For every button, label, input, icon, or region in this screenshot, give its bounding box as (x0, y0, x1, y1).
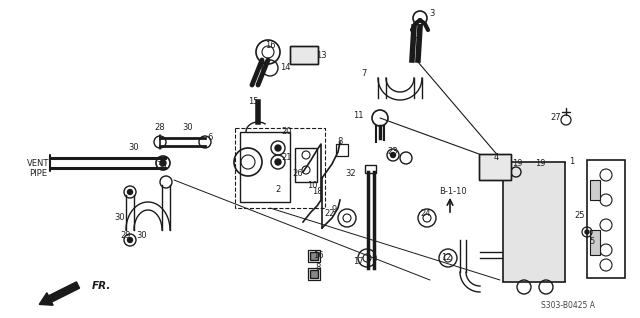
Circle shape (160, 160, 166, 166)
Text: 16: 16 (265, 42, 275, 51)
Text: 25: 25 (575, 211, 585, 220)
Text: 23: 23 (388, 148, 398, 156)
Text: 30: 30 (182, 123, 193, 133)
Bar (479, 154, 511, 180)
Text: 20: 20 (282, 128, 292, 136)
Text: 28: 28 (155, 123, 165, 133)
Bar (308, 250, 320, 262)
Text: 31: 31 (410, 38, 420, 46)
Bar (503, 162, 565, 282)
Bar (479, 154, 511, 180)
Text: 1: 1 (570, 157, 575, 167)
Bar (310, 270, 318, 278)
Bar (308, 268, 320, 280)
Bar (240, 132, 290, 202)
Bar (235, 128, 325, 208)
Text: 14: 14 (280, 64, 291, 73)
Circle shape (275, 159, 281, 165)
Text: 8: 8 (316, 264, 321, 273)
Text: S303-B0425 A: S303-B0425 A (541, 301, 595, 310)
Text: 30: 30 (115, 213, 125, 223)
Text: B-1-10: B-1-10 (439, 188, 467, 197)
Text: 5: 5 (589, 238, 595, 246)
Text: 13: 13 (316, 52, 326, 60)
Text: 18: 18 (312, 188, 323, 197)
Text: 30: 30 (157, 162, 167, 170)
Text: 19: 19 (512, 160, 522, 169)
Text: 30: 30 (137, 232, 147, 240)
FancyArrow shape (39, 282, 79, 305)
Text: 19: 19 (535, 160, 545, 169)
Text: 6: 6 (207, 134, 212, 142)
Bar (310, 252, 318, 260)
Bar (590, 180, 600, 200)
Text: VENT: VENT (27, 160, 49, 169)
Text: 30: 30 (129, 143, 140, 153)
Text: 29: 29 (121, 232, 131, 240)
Text: 17: 17 (353, 258, 364, 266)
Text: 3: 3 (429, 10, 435, 18)
Text: 8: 8 (337, 137, 342, 147)
Bar (365, 165, 376, 173)
Text: 24: 24 (420, 210, 431, 218)
Bar (290, 46, 318, 64)
Bar (295, 148, 317, 182)
Text: 32: 32 (346, 169, 356, 178)
Text: 22: 22 (324, 210, 335, 218)
Text: 15: 15 (248, 98, 259, 107)
Circle shape (585, 230, 589, 234)
Bar (336, 144, 348, 156)
Text: 11: 11 (353, 112, 364, 121)
Text: 27: 27 (550, 114, 561, 122)
Bar (290, 46, 318, 64)
Circle shape (127, 238, 132, 243)
Text: PIPE: PIPE (29, 169, 47, 178)
Circle shape (275, 145, 281, 151)
Text: 21: 21 (282, 154, 292, 162)
Text: 4: 4 (493, 154, 499, 162)
Text: FR.: FR. (92, 281, 111, 291)
Circle shape (127, 190, 132, 195)
Text: 16: 16 (313, 252, 323, 260)
Text: 7: 7 (362, 70, 367, 79)
Text: 10: 10 (307, 182, 317, 190)
Text: 9: 9 (332, 205, 337, 215)
Circle shape (390, 153, 396, 157)
Bar (590, 230, 600, 255)
Bar (587, 160, 625, 278)
Text: 12: 12 (441, 253, 451, 262)
Text: 26: 26 (292, 169, 303, 178)
Text: 2: 2 (275, 185, 280, 195)
